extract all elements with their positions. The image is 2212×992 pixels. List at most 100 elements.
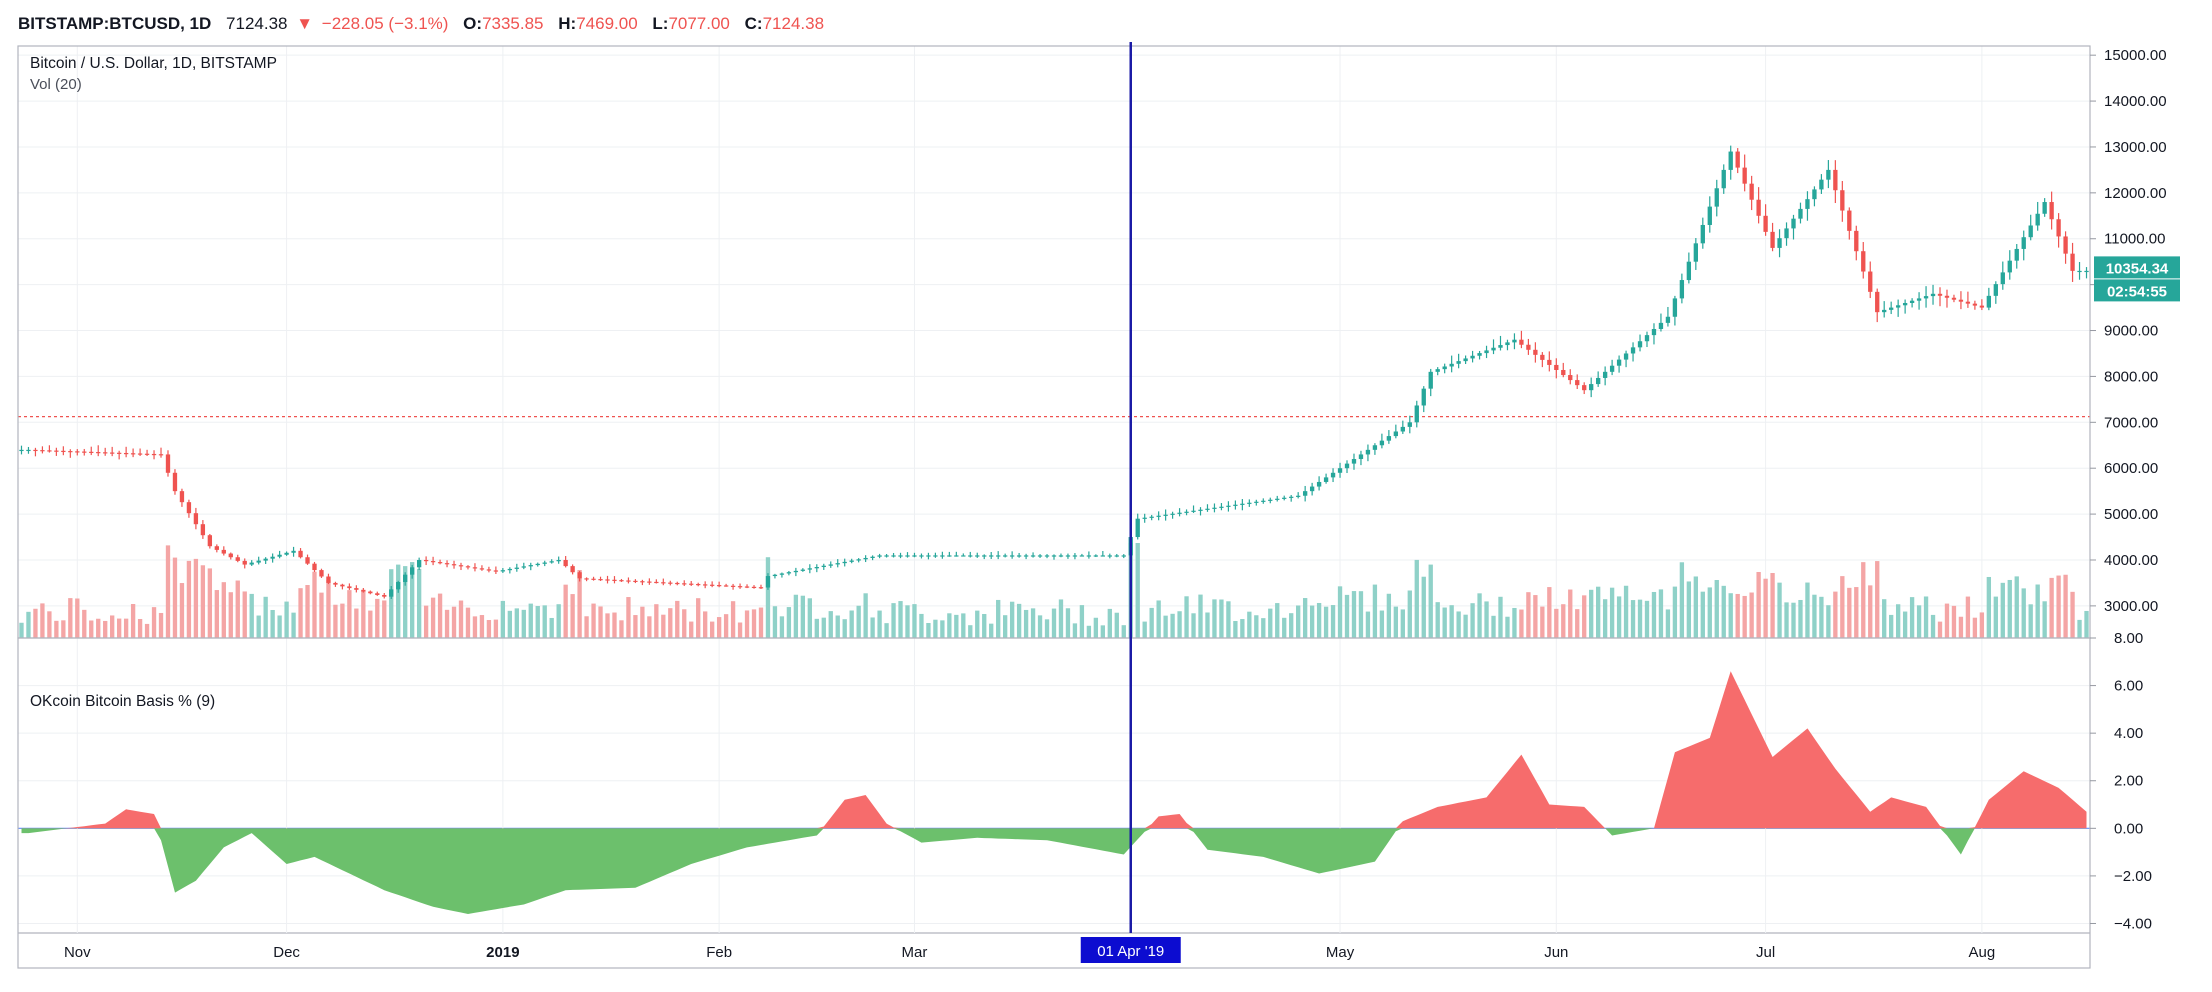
volume-bar xyxy=(479,615,485,638)
volume-bar xyxy=(1323,606,1329,638)
volume-bar xyxy=(1240,619,1245,638)
volume-bar xyxy=(1616,596,1622,638)
volume-bar xyxy=(1505,616,1510,638)
price-tick-label: 14000.00 xyxy=(2104,93,2167,110)
basis-pane-border xyxy=(17,637,2091,969)
volume-bar xyxy=(1756,571,1761,638)
volume-bar xyxy=(1142,621,1147,638)
volume-bar xyxy=(389,569,394,638)
candle-body xyxy=(514,567,519,569)
candle-body xyxy=(1407,422,1412,427)
candle-body xyxy=(347,586,352,589)
volume-bar xyxy=(828,611,833,638)
volume-bar xyxy=(598,606,603,638)
candle-body xyxy=(1282,497,1287,499)
candle-body xyxy=(2014,248,2019,261)
price-tick-label: 6000.00 xyxy=(2104,460,2158,477)
candle-body xyxy=(682,583,687,585)
candle-body xyxy=(1449,363,1454,367)
candle-body xyxy=(1177,512,1182,514)
volume-bar xyxy=(793,594,799,638)
volume-bar xyxy=(1568,589,1573,638)
volume-bar xyxy=(193,558,199,638)
candle-body xyxy=(1016,555,1022,557)
volume-bar xyxy=(1916,605,1922,638)
volume-bar xyxy=(1868,585,1873,638)
candle-body xyxy=(2063,236,2068,254)
volume-bar xyxy=(430,597,436,638)
crosshair-label-box xyxy=(1080,937,1181,963)
candle-body xyxy=(1693,243,1698,262)
candle-body xyxy=(1798,208,1803,219)
volume-bar xyxy=(1595,586,1601,638)
time-axis[interactable]: Nov Dec 2019 Feb Mar May Jun Jul Aug xyxy=(64,944,1995,961)
chart-area[interactable]: 15000.00 14000.00 13000.00 12000.00 11000.00… xyxy=(0,40,2212,992)
volume-bar xyxy=(1226,601,1231,638)
candle-body xyxy=(1561,369,1566,376)
volume-bar xyxy=(1944,603,1950,638)
volume-bar xyxy=(786,607,792,638)
basis-tick-label: 0.00 xyxy=(2114,820,2143,837)
volume-bar xyxy=(863,593,868,638)
price-axis[interactable]: 15000.00 14000.00 13000.00 12000.00 11000.00… xyxy=(2090,47,2167,615)
volume-bar xyxy=(1386,593,1392,638)
volume-bar xyxy=(1191,613,1196,638)
volume-bar xyxy=(1937,621,1943,638)
candle-body xyxy=(1003,555,1008,557)
candle-body xyxy=(814,567,819,569)
volume-bar xyxy=(1672,586,1678,638)
candle-body xyxy=(765,576,771,588)
candle-body xyxy=(954,555,959,557)
volume-bar xyxy=(263,596,268,638)
candle-body xyxy=(1554,364,1559,370)
candle-body xyxy=(1309,486,1315,492)
candle-body xyxy=(661,582,666,584)
candle-body xyxy=(54,450,59,452)
volume-bar xyxy=(1902,611,1908,638)
basis-axis[interactable]: 8.00 6.00 4.00 2.00 0.00 −2.00 −4.00 xyxy=(2090,630,2152,932)
volume-bar xyxy=(989,623,994,638)
candle-body xyxy=(1330,472,1336,478)
volume-bar xyxy=(1889,614,1894,638)
volume-bar xyxy=(1205,612,1210,638)
volume-bar xyxy=(1170,613,1175,638)
volume-bar xyxy=(577,570,582,638)
candle-body xyxy=(1937,293,1943,296)
volume-bar xyxy=(1721,585,1726,638)
volume-bar xyxy=(1065,608,1071,638)
candle-body xyxy=(277,554,282,557)
candle-body xyxy=(877,555,882,557)
volume-bar xyxy=(940,620,945,638)
volume-bar xyxy=(842,619,847,638)
candle-body xyxy=(151,453,157,456)
candle-body xyxy=(1072,555,1078,557)
volume-bar xyxy=(172,557,178,638)
volume-bar xyxy=(1058,599,1064,638)
time-tick-label: Feb xyxy=(706,944,732,961)
candle-body xyxy=(605,579,610,581)
price-tick-label: 15000.00 xyxy=(2104,47,2167,64)
candle-body xyxy=(884,555,889,557)
down-arrow-icon: ▼ xyxy=(296,14,314,33)
volume-bar xyxy=(1156,600,1161,638)
volume-bar xyxy=(1309,605,1315,638)
volume-bar xyxy=(375,598,380,638)
candle-body xyxy=(1602,371,1608,378)
high-key: H: xyxy=(558,14,577,33)
volume-bar xyxy=(1644,600,1650,638)
candle-body xyxy=(1163,514,1168,516)
candle-body xyxy=(312,563,317,571)
volume-bar xyxy=(1847,587,1852,638)
volume-bar xyxy=(1107,608,1112,638)
volume-bar xyxy=(1707,587,1712,638)
candle-body xyxy=(1009,555,1015,557)
basis-positive-area xyxy=(21,671,2087,829)
volume-bar xyxy=(277,615,282,638)
candle-body xyxy=(1923,296,1929,299)
volume-bar xyxy=(354,608,359,638)
candle-body xyxy=(486,569,492,571)
candle-body xyxy=(1700,224,1705,244)
candle-body xyxy=(179,491,185,503)
volume-bar xyxy=(905,605,910,638)
candle-body xyxy=(1979,305,1985,308)
